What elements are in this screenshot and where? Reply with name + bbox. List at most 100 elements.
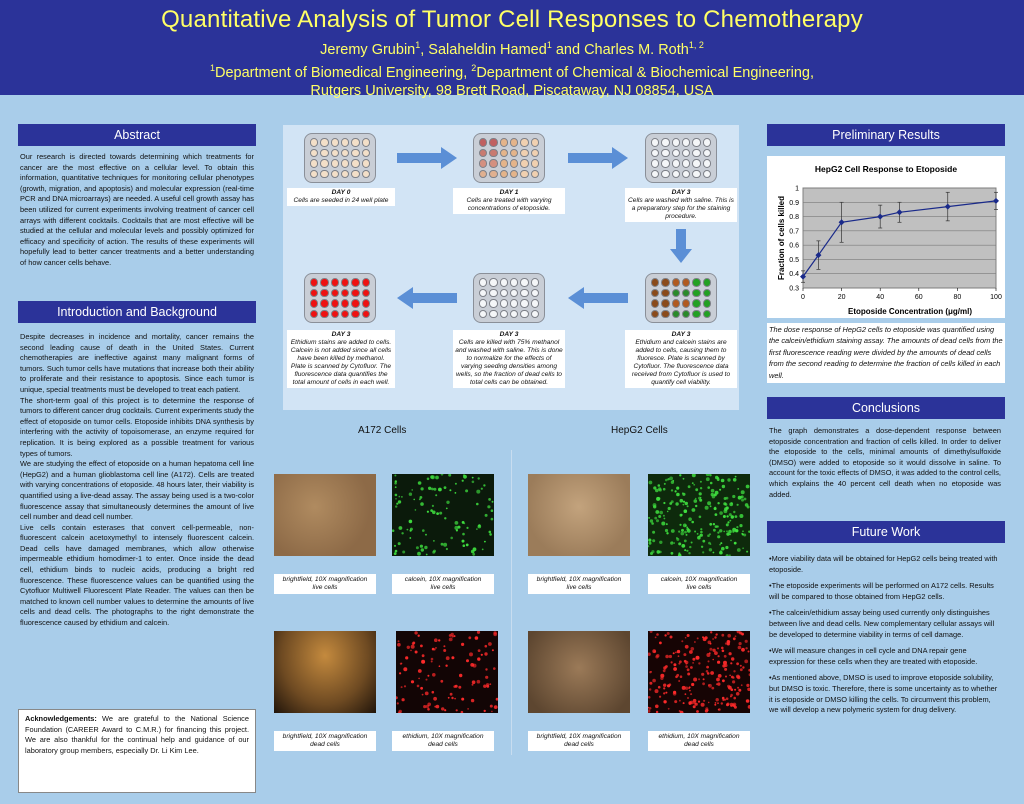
cell-dot <box>408 519 413 524</box>
data-point <box>800 273 806 280</box>
cell-dot <box>738 688 742 692</box>
well <box>661 148 670 157</box>
cell-dot <box>648 516 651 519</box>
well <box>479 148 488 157</box>
cell-dot <box>469 652 473 657</box>
well <box>509 299 519 308</box>
cell-dot <box>734 635 737 638</box>
cell-dot <box>649 681 653 685</box>
cell-dot <box>454 525 459 530</box>
well <box>351 148 360 157</box>
step-text: Ethidium stains are added to cells. Calc… <box>290 339 392 386</box>
cell-dot <box>648 538 652 542</box>
cell-dot <box>687 697 689 699</box>
cell-dot <box>426 477 430 481</box>
cell-dot <box>465 543 469 547</box>
cell-dot <box>688 552 691 555</box>
cell-dot <box>717 674 722 678</box>
cell-dot <box>406 528 409 531</box>
cell-dot <box>719 529 723 533</box>
well <box>520 138 529 147</box>
well <box>330 138 339 147</box>
well <box>320 299 329 308</box>
well <box>671 138 680 147</box>
micrograph-caption: brightfield, 10X magnification live cells <box>274 574 376 594</box>
well <box>661 278 670 287</box>
cell-dot <box>434 638 438 642</box>
cell-dot <box>716 525 719 528</box>
cell-dot <box>713 493 717 497</box>
cell-dot <box>397 542 401 546</box>
well <box>499 138 508 147</box>
cell-dot <box>648 480 653 485</box>
cell-dot <box>748 673 752 677</box>
step-caption: DAY 3 Ethidium and calcein stains are add… <box>625 330 737 388</box>
caption-line: live cells <box>686 584 712 591</box>
cell-dot <box>715 698 719 702</box>
cell-dot <box>693 499 698 503</box>
cell-dot <box>673 663 677 667</box>
cell-dot <box>743 533 747 537</box>
abstract-text: Our research is directed towards determi… <box>20 152 254 267</box>
cell-dot <box>403 685 407 688</box>
caption-line: calcein, 10X magnification <box>404 576 482 583</box>
x-tick-label: 40 <box>876 294 884 301</box>
well <box>692 309 701 318</box>
cell-dot <box>483 684 487 688</box>
cell-dot <box>684 644 689 649</box>
cell-dot <box>674 490 677 493</box>
cell-dot <box>727 633 731 638</box>
well <box>340 278 350 287</box>
y-tick-label: 0.3 <box>789 286 799 293</box>
well-plate <box>304 273 376 323</box>
cell-dot <box>672 479 675 482</box>
caption-line: dead cells <box>428 741 458 748</box>
well <box>351 288 360 297</box>
cell-dot <box>445 664 448 667</box>
well-plate <box>304 133 376 183</box>
results-heading: Preliminary Results <box>767 124 1005 146</box>
cell-dot <box>730 515 734 519</box>
fluorescence-texture <box>394 630 499 715</box>
cell-dot <box>470 549 475 554</box>
cell-dot <box>698 515 702 519</box>
cell-dot <box>663 687 666 690</box>
cell-dot <box>732 478 737 482</box>
well <box>310 169 319 178</box>
cell-dot <box>678 662 681 665</box>
cell-dot <box>728 529 732 534</box>
cell-dot <box>695 488 699 492</box>
well <box>530 278 539 287</box>
cell-dot <box>668 683 672 686</box>
cell-dot <box>716 677 720 682</box>
y-tick-label: 0.4 <box>789 271 799 278</box>
cell-dot <box>715 475 719 480</box>
well <box>661 169 670 178</box>
cell-dot <box>433 540 435 542</box>
cell-dot <box>742 530 744 532</box>
cell-dot <box>721 633 725 637</box>
cell-dot <box>460 710 464 714</box>
cell-dot <box>444 709 447 712</box>
cell-dot <box>693 483 696 486</box>
cell-dot <box>714 636 717 639</box>
cell-dot <box>720 702 723 705</box>
cell-dot <box>654 516 658 520</box>
cell-dot <box>684 693 687 696</box>
well <box>330 278 339 287</box>
caption-line: brightfield, 10X magnification <box>282 733 368 740</box>
acknowledgements: Acknowledgements: We are grateful to the… <box>18 709 256 793</box>
well <box>661 309 670 318</box>
cell-dot <box>726 515 729 518</box>
well <box>310 159 319 168</box>
cell-dot <box>394 486 397 489</box>
cell-dot <box>441 707 445 711</box>
cell-dot <box>433 487 437 491</box>
affiliation: 1Department of Biomedical Engineering, 2… <box>209 62 815 81</box>
cell-dot <box>745 647 748 650</box>
cell-dot <box>398 526 403 530</box>
cell-dot <box>690 647 695 651</box>
cell-dot <box>676 492 680 497</box>
cell-dot <box>685 662 688 665</box>
cell-dot <box>688 517 692 521</box>
